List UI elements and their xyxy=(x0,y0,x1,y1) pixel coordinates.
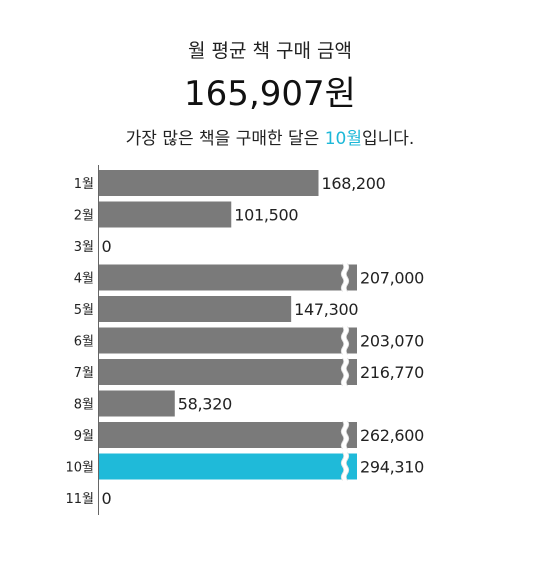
month-label: 6월 xyxy=(74,335,94,350)
bar xyxy=(98,453,357,480)
month-label: 9월 xyxy=(74,429,94,444)
bar xyxy=(98,327,357,354)
summary-text-after: 입니다. xyxy=(362,129,415,149)
axis-break-gap xyxy=(341,451,349,482)
summary-text-before: 가장 많은 책을 구매한 달은 xyxy=(125,129,325,149)
bar xyxy=(98,359,357,385)
month-label: 7월 xyxy=(74,366,94,381)
axis-break-line xyxy=(340,263,345,292)
month-label: 10월 xyxy=(65,461,94,476)
average-amount: 165,907원 xyxy=(184,74,356,114)
value-label: 0 xyxy=(102,237,112,256)
bar xyxy=(98,296,292,322)
value-label: 203,070 xyxy=(360,332,424,351)
value-label: 216,770 xyxy=(360,363,424,382)
value-label: 294,310 xyxy=(360,458,424,477)
axis-break-gap xyxy=(341,262,349,293)
month-label: 4월 xyxy=(74,272,94,287)
axis-break-line xyxy=(345,452,350,481)
axis-break-line xyxy=(345,420,350,450)
axis-break-line xyxy=(345,326,350,355)
bar xyxy=(98,422,357,448)
summary-text: 가장 많은 책을 구매한 달은 10월입니다. xyxy=(0,124,540,149)
axis-break-line xyxy=(340,420,345,450)
axis-break-gap xyxy=(341,419,349,451)
value-label: 101,500 xyxy=(234,206,298,225)
axis-break-line xyxy=(340,326,345,355)
summary-highlight-month: 10월 xyxy=(324,129,362,149)
month-label: 2월 xyxy=(74,209,94,224)
month-label: 3월 xyxy=(74,240,94,255)
axis-break-line xyxy=(340,452,345,481)
bar xyxy=(98,201,232,228)
axis-break-line xyxy=(345,357,350,387)
axis-break-line xyxy=(345,263,350,292)
month-label: 1월 xyxy=(74,177,94,192)
value-label: 207,000 xyxy=(360,269,424,288)
bar xyxy=(98,170,319,196)
bar xyxy=(98,264,357,291)
month-label: 8월 xyxy=(74,398,94,413)
axis-break-gap xyxy=(341,325,349,356)
value-label: 262,600 xyxy=(360,426,424,445)
axis-break-line xyxy=(340,357,345,387)
value-label: 58,320 xyxy=(178,395,232,414)
month-label: 11월 xyxy=(65,492,94,507)
value-label: 168,200 xyxy=(322,174,386,193)
value-label: 0 xyxy=(102,489,112,508)
axis-break-gap xyxy=(341,356,349,388)
chart-title: 월 평균 책 구매 금액 xyxy=(188,40,352,62)
value-label: 147,300 xyxy=(294,300,358,319)
month-label: 5월 xyxy=(74,303,94,318)
bar xyxy=(98,390,175,417)
